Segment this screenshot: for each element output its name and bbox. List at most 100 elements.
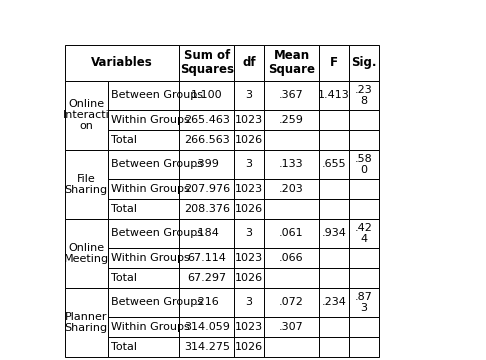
Text: .87
3: .87 3 xyxy=(355,292,373,313)
Bar xyxy=(319,110,349,130)
Bar xyxy=(234,219,264,248)
Bar xyxy=(349,219,379,248)
Text: .216: .216 xyxy=(194,297,219,307)
Bar xyxy=(234,150,264,179)
Bar xyxy=(264,81,319,110)
Bar xyxy=(234,199,264,219)
Bar xyxy=(108,248,179,268)
Bar xyxy=(108,199,179,219)
Text: 314.059: 314.059 xyxy=(184,322,230,332)
Text: File
Sharing: File Sharing xyxy=(65,174,108,195)
Bar xyxy=(108,219,179,248)
Bar xyxy=(349,248,379,268)
Text: 3: 3 xyxy=(245,228,253,238)
Text: .133: .133 xyxy=(279,159,304,169)
Bar xyxy=(108,317,179,337)
Bar xyxy=(65,288,108,357)
Text: Sum of
Squares: Sum of Squares xyxy=(180,49,234,76)
Bar xyxy=(179,268,234,288)
Bar xyxy=(179,199,234,219)
Bar xyxy=(349,45,379,81)
Bar xyxy=(319,130,349,150)
Bar xyxy=(179,45,234,81)
Bar xyxy=(264,130,319,150)
Text: .307: .307 xyxy=(279,322,304,332)
Bar xyxy=(264,110,319,130)
Text: Between Groups: Between Groups xyxy=(111,297,203,307)
Bar xyxy=(349,179,379,199)
Bar xyxy=(179,81,234,110)
Bar xyxy=(108,110,179,130)
Bar xyxy=(319,199,349,219)
Text: Sig.: Sig. xyxy=(351,56,377,69)
Bar xyxy=(264,288,319,317)
Bar xyxy=(234,45,264,81)
Bar xyxy=(179,337,234,357)
Bar xyxy=(264,45,319,81)
Bar xyxy=(234,110,264,130)
Bar xyxy=(234,288,264,317)
Bar xyxy=(319,317,349,337)
Bar xyxy=(264,179,319,199)
Text: 208.376: 208.376 xyxy=(184,204,230,214)
Bar xyxy=(234,337,264,357)
Text: .934: .934 xyxy=(321,228,346,238)
Text: 1026: 1026 xyxy=(235,135,263,145)
Bar xyxy=(349,268,379,288)
Text: .234: .234 xyxy=(321,297,346,307)
Text: Between Groups: Between Groups xyxy=(111,228,203,238)
Text: 266.563: 266.563 xyxy=(184,135,229,145)
Text: .061: .061 xyxy=(279,228,304,238)
Text: 67.114: 67.114 xyxy=(187,253,226,263)
Text: Mean
Square: Mean Square xyxy=(268,49,315,76)
Bar xyxy=(179,317,234,337)
Text: 207.976: 207.976 xyxy=(184,184,230,194)
Bar xyxy=(179,288,234,317)
Bar xyxy=(234,179,264,199)
Bar xyxy=(319,288,349,317)
Bar xyxy=(234,268,264,288)
Bar xyxy=(108,130,179,150)
Bar xyxy=(349,150,379,179)
Text: 1026: 1026 xyxy=(235,204,263,214)
Text: 1026: 1026 xyxy=(235,273,263,283)
Text: .259: .259 xyxy=(279,115,304,125)
Bar xyxy=(319,81,349,110)
Text: Online
Interacti
on: Online Interacti on xyxy=(63,99,109,131)
Text: 1023: 1023 xyxy=(235,115,263,125)
Text: 1.100: 1.100 xyxy=(191,90,223,100)
Bar xyxy=(179,179,234,199)
Bar xyxy=(264,248,319,268)
Bar xyxy=(108,337,179,357)
Text: 1023: 1023 xyxy=(235,253,263,263)
Bar xyxy=(349,337,379,357)
Bar xyxy=(65,45,179,81)
Bar xyxy=(349,288,379,317)
Bar xyxy=(179,150,234,179)
Bar xyxy=(319,337,349,357)
Bar xyxy=(264,199,319,219)
Text: 1023: 1023 xyxy=(235,322,263,332)
Text: .42
4: .42 4 xyxy=(355,222,373,244)
Text: Online
Meeting: Online Meeting xyxy=(64,243,109,264)
Bar xyxy=(179,130,234,150)
Text: F: F xyxy=(330,56,338,69)
Text: Total: Total xyxy=(111,204,137,214)
Bar xyxy=(349,199,379,219)
Bar xyxy=(179,248,234,268)
Bar xyxy=(108,179,179,199)
Bar xyxy=(234,317,264,337)
Text: Between Groups: Between Groups xyxy=(111,90,203,100)
Bar xyxy=(179,110,234,130)
Bar xyxy=(65,219,108,288)
Text: Between Groups: Between Groups xyxy=(111,159,203,169)
Bar xyxy=(179,219,234,248)
Bar xyxy=(319,45,349,81)
Text: .184: .184 xyxy=(194,228,219,238)
Text: Total: Total xyxy=(111,273,137,283)
Bar xyxy=(264,219,319,248)
Text: 314.275: 314.275 xyxy=(184,342,230,352)
Bar xyxy=(349,81,379,110)
Bar xyxy=(349,130,379,150)
Text: .23
8: .23 8 xyxy=(355,85,373,106)
